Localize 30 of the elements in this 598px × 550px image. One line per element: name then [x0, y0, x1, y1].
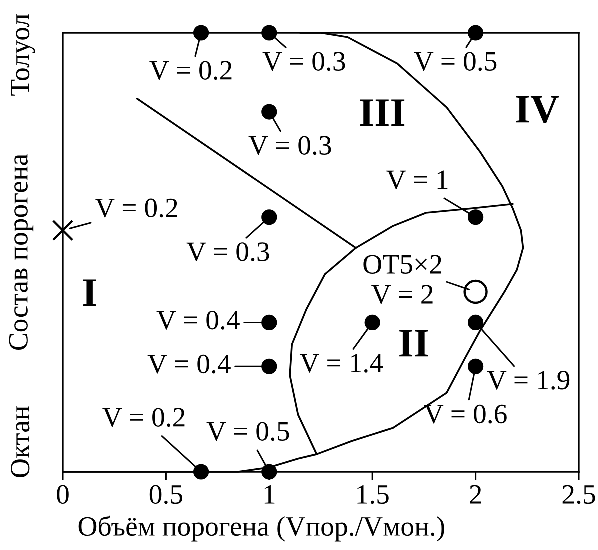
annotation: V = 0.2: [95, 198, 178, 218]
annotation: V = 0.3: [186, 242, 270, 262]
x-tick-label: 0: [57, 485, 69, 504]
x-tick-label: 2.5: [562, 485, 596, 504]
annotation: V = 0.2: [150, 61, 232, 80]
annotation: II: [400, 330, 428, 357]
annotation: V = 2: [372, 285, 433, 304]
annotation: V = 0.4: [156, 310, 240, 330]
annotation: V = 0.6: [424, 404, 507, 424]
annotation: I: [83, 280, 96, 306]
y-axis-title: Состав порогена: [9, 154, 34, 350]
x-tick-label: 1: [264, 485, 275, 504]
annotation: V = 0.5: [206, 422, 290, 442]
annotation: IV: [516, 96, 560, 124]
x-tick-label: 2: [470, 485, 482, 504]
annotation: V = 1: [386, 170, 448, 190]
text: Октан: [11, 406, 30, 478]
annotation: III: [360, 100, 405, 126]
annotation: ОТ5×2: [364, 255, 442, 274]
x-axis-title: Объём порогена (Vпор./Vмон.): [78, 516, 444, 542]
annotation: V = 0.2: [102, 408, 185, 428]
annotation: V = 0.4: [148, 354, 231, 374]
x-tick-label: 0.5: [150, 485, 182, 504]
annotation: V = 0.5: [414, 52, 497, 72]
x-tick-label: 1.5: [358, 485, 389, 504]
text: Толуол: [11, 14, 36, 96]
annotation: V = 1.4: [300, 354, 384, 373]
annotation: V = 1.9: [487, 371, 570, 390]
annotation: V = 0.3: [248, 136, 332, 156]
annotation: V = 0.3: [262, 52, 346, 72]
